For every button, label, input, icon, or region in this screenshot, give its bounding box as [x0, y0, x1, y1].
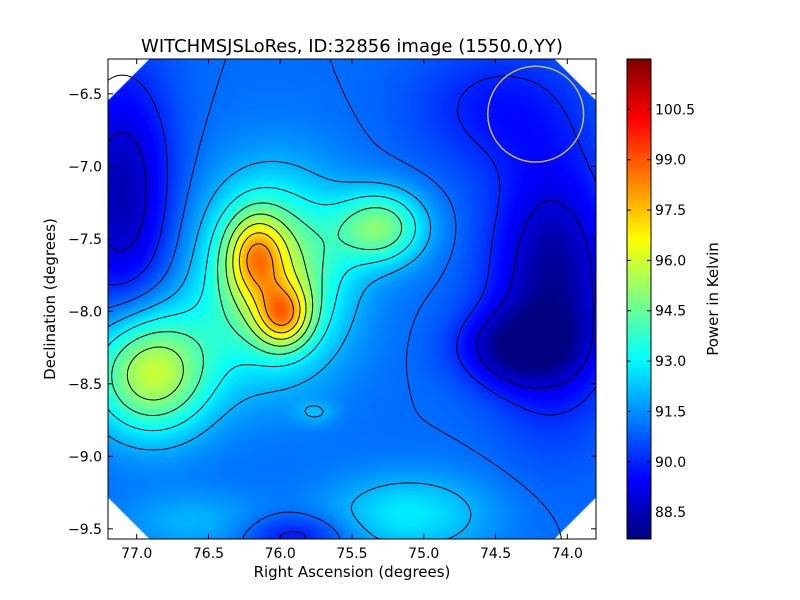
colorbar-ticks: 88.5 90.0 91.5 93.0 94.5 96.0 97.5 99.0 100.5: [627, 102, 695, 521]
colorbar-tick-label: 90.0: [655, 455, 686, 471]
contour-line-3: [108, 160, 472, 539]
x-tick-label: 74.0: [552, 546, 583, 562]
x-tick-label: 75.5: [336, 546, 367, 562]
colorbar: 88.5 90.0 91.5 93.0 94.5 96.0 97.5 99.0 100.5 Po…: [626, 58, 722, 540]
y-axis-ticks: −6.5 −7.0 −7.5 −8.0 −8.5 −9.0 −9.5: [68, 87, 596, 538]
y-tick-label: −8.5: [68, 377, 102, 393]
colorbar-tick-label: 96.0: [655, 253, 686, 269]
colorbar-gradient: [627, 59, 651, 539]
y-tick-label: −7.0: [68, 159, 102, 175]
x-tick-label: 74.5: [480, 546, 511, 562]
contour-line-7: [232, 223, 307, 340]
colorbar-tick-label: 91.5: [655, 404, 686, 420]
x-tick-label: 75.0: [408, 546, 439, 562]
beam-circle: [487, 65, 585, 163]
colorbar-tick-label: 94.5: [655, 304, 686, 320]
chart-title: WITCHMSJSLoRes, ID:32856 image (1550.0,Y…: [141, 36, 563, 57]
contour-line-0: [108, 132, 594, 389]
x-tick-label: 76.0: [265, 546, 296, 562]
x-tick-label: 77.0: [121, 546, 152, 562]
y-tick-label: −7.5: [68, 232, 102, 248]
colorbar-label: Power in Kelvin: [704, 242, 722, 356]
contour-line-4: [108, 187, 416, 432]
contour-line-9: [246, 243, 294, 326]
y-tick-label: −9.0: [68, 449, 102, 465]
colorbar-tick-label: 99.0: [655, 153, 686, 169]
contour-line-6: [126, 213, 314, 401]
y-tick-label: −6.5: [68, 87, 102, 103]
colorbar-tick-label: 93.0: [655, 354, 686, 370]
y-tick-label: −8.0: [68, 304, 102, 320]
contour-line-8: [238, 232, 301, 334]
x-tick-label: 76.5: [193, 546, 224, 562]
contour-line-1: [108, 74, 596, 539]
y-axis-label: Declination (degrees): [41, 218, 59, 380]
x-axis-ticks: 77.0 76.5 76.0 75.5 75.0 74.5 74.0: [121, 59, 583, 562]
colorbar-tick-label: 88.5: [655, 505, 686, 521]
colorbar-frame: [626, 58, 652, 540]
x-axis-label: Right Ascension (degrees): [254, 563, 451, 581]
contour-line-2: [108, 59, 562, 539]
y-tick-label: −9.5: [68, 522, 102, 538]
plot-area: 77.0 76.5 76.0 75.5 75.0 74.5 74.0 −6.5 −7.0 −7.…: [68, 58, 597, 562]
heatmap-image: [108, 59, 596, 539]
contour-line-5: [111, 202, 403, 416]
contour-lines: [108, 59, 596, 539]
colorbar-tick-label: 97.5: [655, 203, 686, 219]
colorbar-tick-label: 100.5: [655, 102, 695, 118]
